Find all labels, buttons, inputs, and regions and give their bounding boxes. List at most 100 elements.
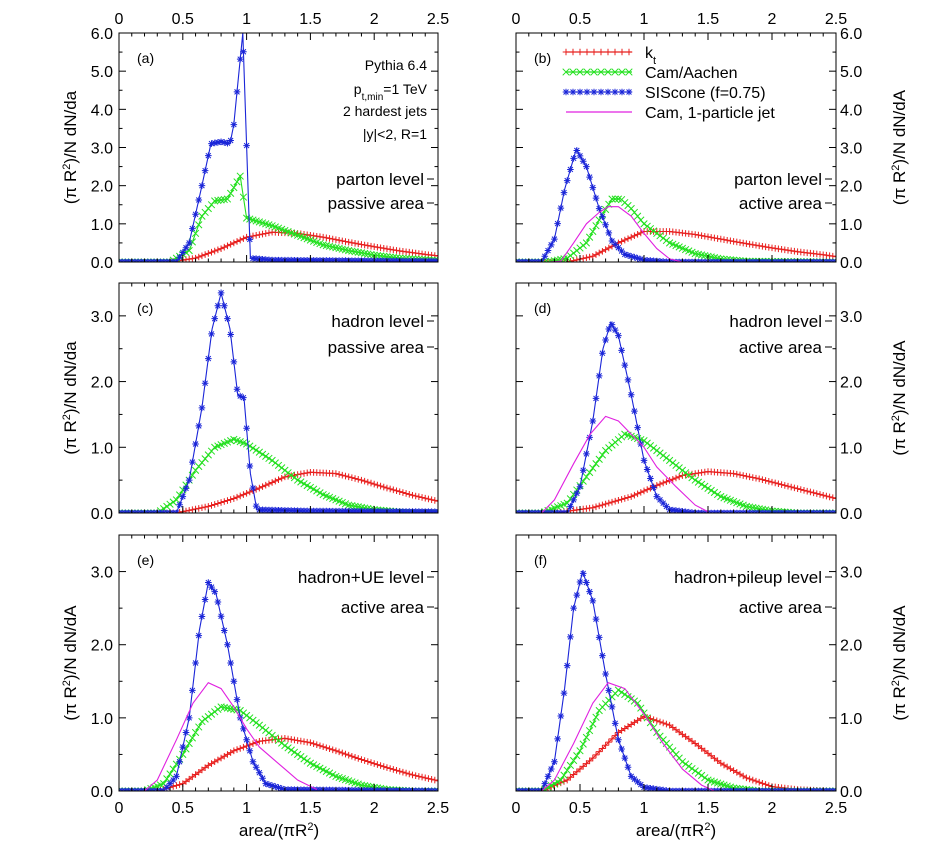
marker-siscone: [185, 714, 193, 722]
marker-kt: [695, 231, 702, 239]
marker-kt: [733, 238, 741, 246]
marker-cam: [595, 455, 603, 463]
marker-siscone: [230, 677, 238, 685]
marker-kt: [329, 746, 337, 754]
marker-siscone: [586, 588, 593, 595]
marker-cam: [163, 502, 171, 511]
marker-kt: [755, 242, 763, 250]
marker-kt: [412, 772, 419, 779]
marker-siscone: [195, 422, 203, 430]
marker-kt: [198, 504, 206, 512]
marker-cam: [214, 705, 222, 713]
marker-siscone: [208, 140, 215, 147]
series-group: [119, 579, 438, 791]
marker-cam: [201, 715, 209, 723]
marker-siscone: [256, 769, 263, 777]
marker-kt: [749, 776, 757, 784]
marker-cam: [188, 734, 197, 742]
marker-kt: [752, 241, 760, 249]
marker-kt: [784, 482, 792, 490]
marker-kt: [813, 490, 821, 497]
marker-kt: [297, 470, 305, 478]
marker-kt: [236, 236, 244, 244]
marker-kt: [579, 255, 587, 262]
marker-kt: [409, 491, 416, 499]
marker-cam: [659, 234, 667, 242]
x-tick-label: 0: [115, 800, 124, 817]
marker-cam: [239, 709, 248, 717]
marker-cam: [656, 449, 664, 457]
marker-cam: [290, 474, 299, 482]
marker-cam: [281, 741, 289, 750]
marker-siscone: [602, 221, 609, 229]
marker-kt: [240, 235, 247, 242]
y-tick-label: 0.0: [91, 255, 113, 272]
marker-siscone: [589, 597, 597, 605]
marker-cam: [579, 740, 587, 748]
marker-kt: [768, 478, 776, 486]
marker-kt: [224, 497, 231, 504]
marker-cam: [662, 454, 671, 462]
level-label: passive area: [328, 194, 425, 213]
marker-kt: [583, 760, 590, 767]
marker-siscone: [570, 155, 577, 162]
legend-marker-siscone: [597, 88, 605, 96]
marker-kt: [208, 248, 215, 256]
marker-cam: [191, 229, 200, 238]
marker-siscone: [560, 689, 568, 697]
marker-cam: [598, 451, 607, 459]
marker-kt: [351, 475, 359, 482]
marker-siscone: [233, 385, 241, 393]
marker-kt: [803, 487, 811, 495]
plot-frame: [118, 282, 439, 514]
marker-siscone: [576, 578, 584, 586]
marker-kt: [589, 754, 597, 762]
legend-marker-kt: [625, 48, 633, 56]
legend-marker-siscone: [611, 88, 619, 96]
marker-cam: [169, 765, 177, 773]
marker-siscone: [224, 315, 231, 322]
level-label: active area: [341, 598, 425, 617]
marker-kt: [727, 237, 734, 245]
marker-kt: [310, 740, 317, 748]
marker-siscone: [246, 236, 254, 243]
marker-kt: [605, 244, 613, 252]
panel-letter: (e): [137, 552, 154, 568]
marker-siscone: [605, 229, 613, 237]
marker-cam: [236, 172, 244, 180]
marker-kt: [364, 478, 372, 486]
marker-siscone: [205, 355, 212, 362]
marker-kt: [595, 249, 603, 257]
marker-cam: [707, 486, 715, 495]
level-label: hadron level: [331, 312, 424, 331]
marker-kt: [634, 231, 641, 238]
marker-kt: [653, 717, 661, 725]
marker-cam: [624, 692, 632, 701]
marker-siscone: [173, 773, 180, 780]
marker-cam: [691, 476, 699, 484]
marker-kt: [205, 503, 212, 510]
marker-kt: [367, 759, 375, 766]
x-tick-label-top: 1: [242, 11, 251, 28]
marker-kt: [272, 477, 279, 485]
marker-kt: [211, 501, 218, 508]
marker-kt: [236, 492, 244, 500]
marker-siscone: [541, 252, 549, 260]
legend-marker-kt: [590, 48, 598, 56]
marker-kt: [393, 247, 400, 254]
marker-siscone: [217, 138, 225, 146]
marker-siscone: [189, 687, 196, 694]
legend-marker-siscone: [625, 88, 633, 96]
marker-kt: [415, 493, 423, 501]
x-tick-label: 1: [640, 800, 649, 817]
marker-kt: [643, 486, 651, 493]
marker-siscone: [192, 440, 199, 448]
marker-kt: [425, 495, 432, 503]
marker-siscone: [624, 763, 632, 771]
marker-siscone: [227, 659, 234, 667]
y-tick-label: 1.0: [840, 440, 862, 457]
marker-cam: [582, 733, 591, 742]
marker-siscone: [176, 758, 183, 766]
marker-cam: [293, 750, 302, 759]
marker-siscone: [195, 196, 203, 204]
